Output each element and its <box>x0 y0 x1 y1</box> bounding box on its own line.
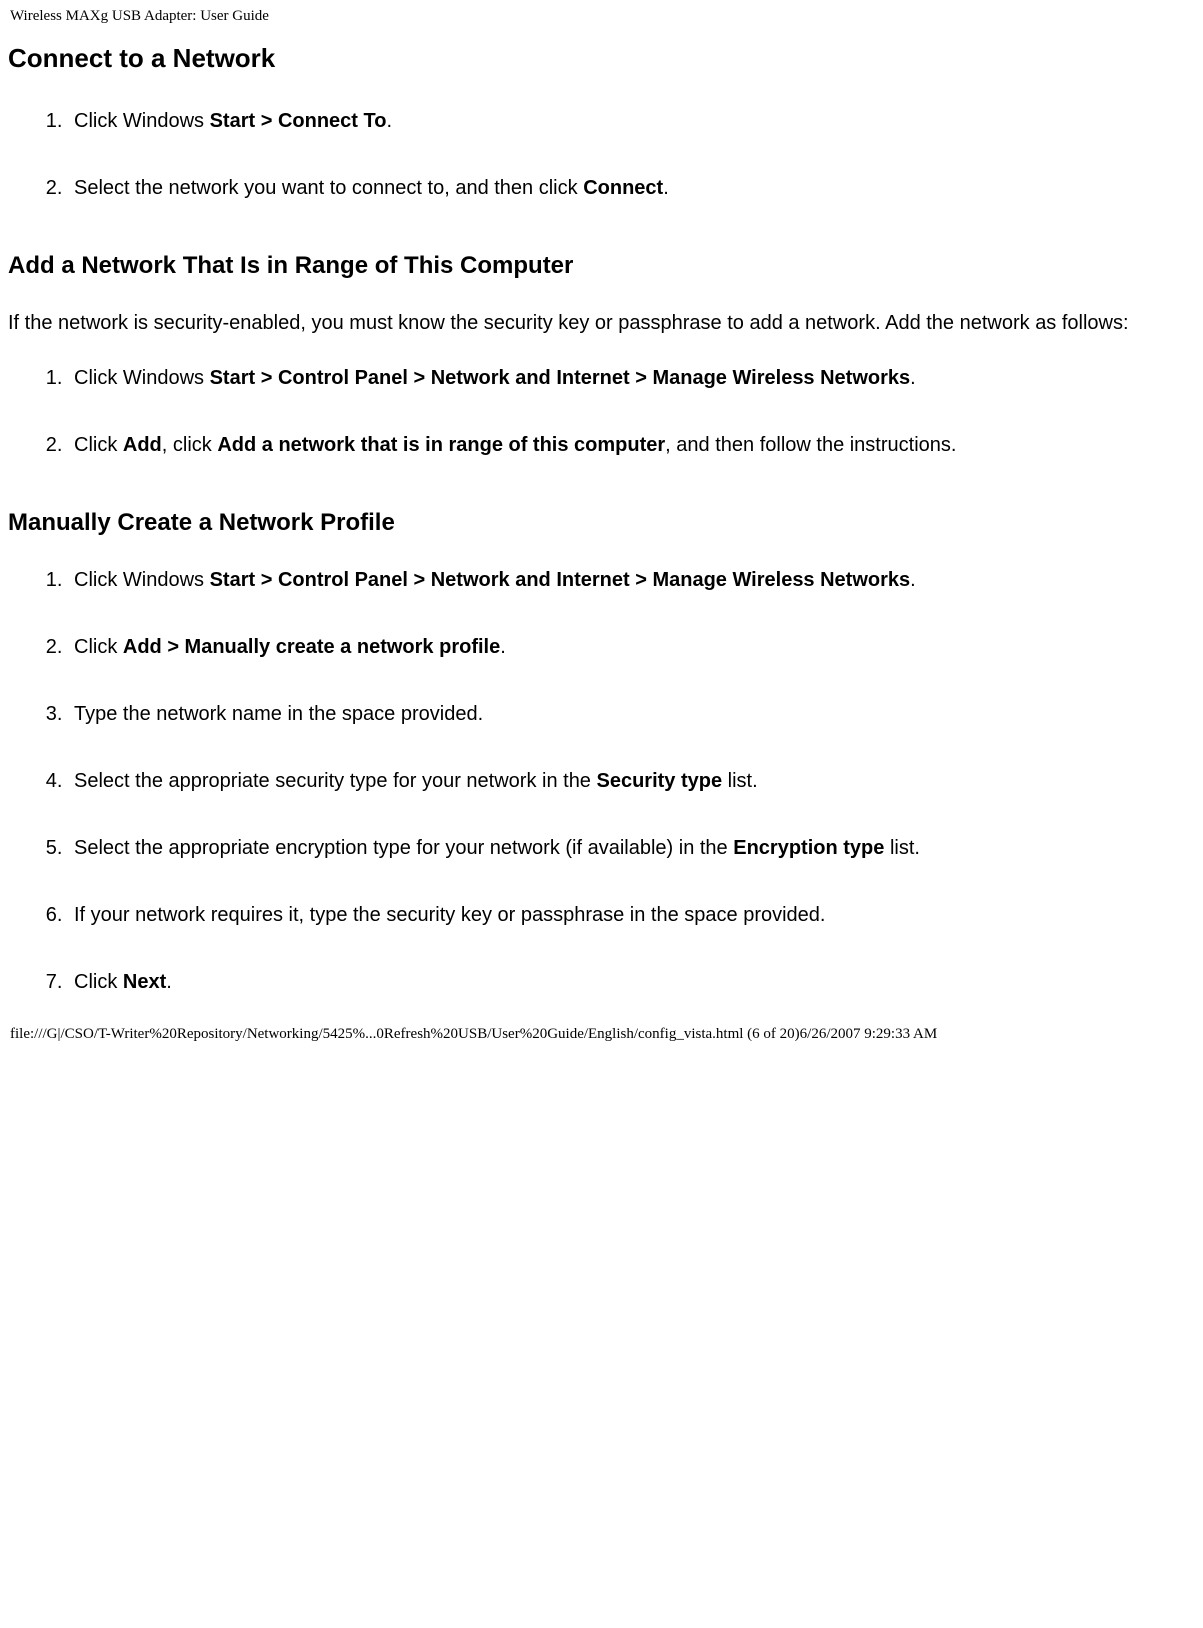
connect-step-2: Select the network you want to connect t… <box>68 175 1203 202</box>
bold-text: Add <box>123 434 162 456</box>
bold-text: Connect <box>583 177 663 199</box>
bold-text: Add a network that is in range of this c… <box>217 434 665 456</box>
text: . <box>386 110 392 132</box>
section-connect-title: Connect to a Network <box>8 43 1203 74</box>
text: . <box>500 636 506 658</box>
manual-step-3: Type the network name in the space provi… <box>68 701 1203 728</box>
bold-text: Security type <box>597 770 723 792</box>
text: Click <box>74 636 123 658</box>
manual-step-6: If your network requires it, type the se… <box>68 902 1203 929</box>
text: . <box>166 971 172 993</box>
text: . <box>663 177 669 199</box>
add-step-1: Click Windows Start > Control Panel > Ne… <box>68 365 1203 392</box>
page-footer: file:///G|/CSO/T-Writer%20Repository/Net… <box>10 1026 1203 1043</box>
manual-step-7: Click Next. <box>68 969 1203 996</box>
manual-step-2: Click Add > Manually create a network pr… <box>68 634 1203 661</box>
text: , click <box>162 434 218 456</box>
manual-steps: Click Windows Start > Control Panel > Ne… <box>8 567 1203 996</box>
manual-step-4: Select the appropriate security type for… <box>68 768 1203 795</box>
text: , and then follow the instructions. <box>665 434 956 456</box>
add-step-2: Click Add, click Add a network that is i… <box>68 432 1203 459</box>
text: If your network requires it, type the se… <box>74 904 825 926</box>
text: . <box>910 569 916 591</box>
text: list. <box>884 837 920 859</box>
text: . <box>910 367 916 389</box>
text: list. <box>722 770 758 792</box>
bold-text: Next <box>123 971 166 993</box>
bold-text: Add > Manually create a network profile <box>123 636 500 658</box>
page-header: Wireless MAXg USB Adapter: User Guide <box>10 8 1203 25</box>
connect-steps: Click Windows Start > Connect To. Select… <box>8 108 1203 202</box>
bold-text: Start > Control Panel > Network and Inte… <box>210 569 911 591</box>
connect-step-1: Click Windows Start > Connect To. <box>68 108 1203 135</box>
text: Click <box>74 434 123 456</box>
add-steps: Click Windows Start > Control Panel > Ne… <box>8 365 1203 459</box>
manual-step-1: Click Windows Start > Control Panel > Ne… <box>68 567 1203 594</box>
text: Click Windows <box>74 367 210 389</box>
bold-text: Start > Control Panel > Network and Inte… <box>210 367 911 389</box>
text: Type the network name in the space provi… <box>74 703 483 725</box>
manual-step-5: Select the appropriate encryption type f… <box>68 835 1203 862</box>
bold-text: Start > Connect To <box>210 110 387 132</box>
text: Click Windows <box>74 110 210 132</box>
text: Select the appropriate security type for… <box>74 770 597 792</box>
section-add-title: Add a Network That Is in Range of This C… <box>8 252 1203 280</box>
section-add-intro: If the network is security-enabled, you … <box>8 310 1203 337</box>
text: Click <box>74 971 123 993</box>
text: Select the appropriate encryption type f… <box>74 837 733 859</box>
text: Select the network you want to connect t… <box>74 177 583 199</box>
section-manual-title: Manually Create a Network Profile <box>8 509 1203 537</box>
bold-text: Encryption type <box>733 837 884 859</box>
text: Click Windows <box>74 569 210 591</box>
